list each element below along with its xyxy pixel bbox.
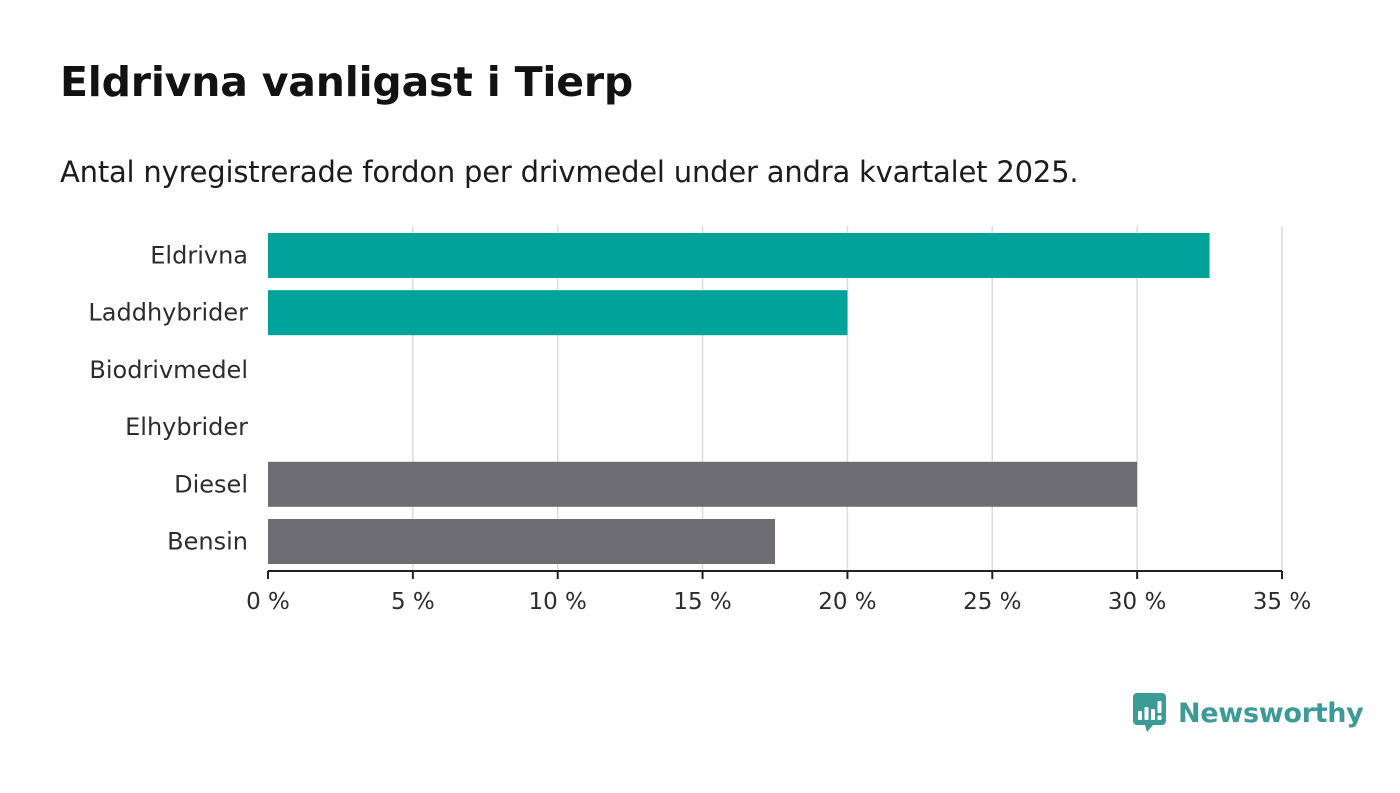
x-tick-label: 20 % [818, 589, 876, 615]
category-label: Eldrivna [150, 242, 248, 270]
bars [268, 233, 1210, 564]
category-labels: Eldrivna Laddhybrider Biodrivmedel Elhybrid… [88, 242, 248, 556]
x-tick-label: 35 % [1253, 589, 1311, 615]
category-label: Biodrivmedel [89, 356, 248, 384]
bar-eldrivna [268, 233, 1210, 278]
brand-name: Newsworthy [1178, 697, 1364, 729]
x-tick-label: 10 % [528, 589, 586, 615]
bar-laddhybrider [268, 290, 848, 336]
x-tick-label: 0 % [246, 589, 290, 615]
category-label: Laddhybrider [88, 299, 248, 327]
category-label: Bensin [167, 528, 248, 556]
grid-lines [412, 226, 1283, 571]
x-tick-label: 15 % [673, 589, 731, 615]
category-label: Elhybrider [125, 413, 248, 441]
bar-diesel [268, 461, 1138, 507]
chart-subtitle: Antal nyregistrerade fordon per drivmede… [60, 155, 1079, 189]
chart-title: Eldrivna vanligast i Tierp [60, 58, 634, 106]
newsworthy-logo: Newsworthy [1133, 693, 1364, 733]
x-tick-label: 25 % [963, 589, 1021, 615]
bar-chart: Eldrivna Laddhybrider Biodrivmedel Elhybrid… [88, 226, 1311, 615]
category-label: Diesel [174, 470, 248, 498]
x-axis: 0 % 5 % 10 % 15 % 20 % 25 % 30 % 35 % [246, 570, 1311, 615]
bar-chart-speech-bubble-icon [1133, 693, 1166, 732]
x-tick-label: 5 % [391, 589, 435, 615]
x-tick-label: 30 % [1108, 589, 1166, 615]
bar-bensin [268, 519, 775, 564]
